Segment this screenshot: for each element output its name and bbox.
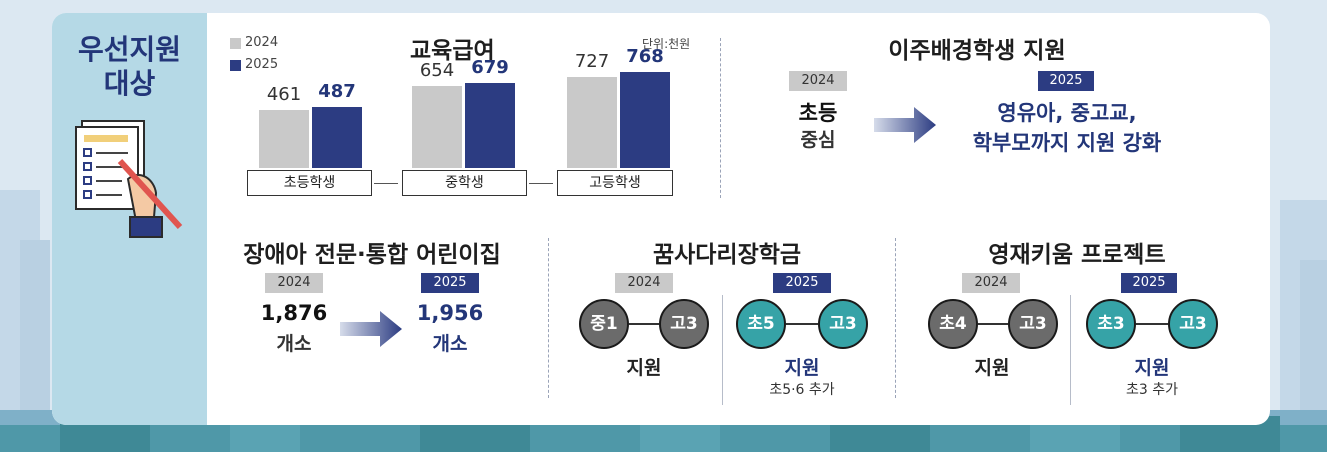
category-high: 고등학생 <box>557 170 673 196</box>
gifted-2025-from: 초3 <box>1086 299 1136 349</box>
dream-2025-note: 초5·6 추가 <box>769 382 835 398</box>
daycare-unit-2025: 개소 <box>432 333 468 355</box>
gifted-tag-2024: 2024 <box>962 273 1020 293</box>
panel-title-line2: 대상 <box>103 67 156 100</box>
legend-2025-label: 2025 <box>245 57 279 72</box>
dream-scholarship-title: 꿈사다리장학금 <box>652 242 802 268</box>
dream-2024-to: 고3 <box>659 299 709 349</box>
category-connector <box>374 183 398 184</box>
legend-2024-label: 2024 <box>245 35 279 50</box>
daycare-tag-2024: 2024 <box>265 273 323 293</box>
bar-high-2025 <box>620 72 670 168</box>
bar-elementary-2025 <box>312 107 362 168</box>
migrant-2024-line2: 중심 <box>800 129 836 151</box>
gifted-tag-2025: 2025 <box>1121 273 1177 293</box>
info-card: 우선지원 대상 2024 2025 <box>52 13 1270 425</box>
legend-2025-swatch <box>230 60 241 71</box>
year-divider <box>722 295 723 405</box>
year-divider <box>1070 295 1071 405</box>
daycare-count-2024: 1,876 <box>260 301 328 325</box>
gifted-2025-support: 지원 <box>1134 357 1170 379</box>
bar-label-high-2025: 768 <box>626 46 664 67</box>
panel-title: 우선지원 대상 <box>52 33 207 101</box>
bar-label-middle-2024: 654 <box>419 60 455 82</box>
gifted-2025-note: 초3 추가 <box>1126 382 1178 398</box>
daycare-title: 장애아 전문·통합 어린이집 <box>243 242 501 268</box>
migrant-2025-line2: 학부모까지 지원 강화 <box>972 131 1162 155</box>
dream-2025-from: 초5 <box>736 299 786 349</box>
migrant-2025-line1: 영유아, 중고교, <box>997 101 1137 125</box>
dream-2025-support: 지원 <box>784 357 820 379</box>
daycare-tag-2025: 2025 <box>421 273 479 293</box>
range-connector <box>1136 323 1168 325</box>
gifted-project-title: 영재키움 프로젝트 <box>988 242 1166 268</box>
unit-label: 단위:천원 <box>642 37 691 51</box>
panel-title-line1: 우선지원 <box>77 33 182 66</box>
bar-elementary-2024 <box>259 110 309 168</box>
range-connector <box>629 323 659 325</box>
gifted-2025-to: 고3 <box>1168 299 1218 349</box>
gifted-2024-support: 지원 <box>974 357 1010 379</box>
education-benefit-title: 교육급여 <box>410 38 495 64</box>
daycare-count-2025: 1,956 <box>416 301 484 325</box>
bar-label-elementary-2025: 487 <box>318 81 356 103</box>
dream-2024-support: 지원 <box>626 357 662 379</box>
bar-label-middle-2025: 679 <box>471 57 509 79</box>
dream-tag-2025: 2025 <box>773 273 831 293</box>
bar-high-2024 <box>567 77 617 168</box>
range-connector <box>978 323 1008 325</box>
dream-2025-to: 고3 <box>818 299 868 349</box>
category-middle: 중학생 <box>402 170 527 196</box>
section-divider <box>895 238 896 398</box>
arrow-right-icon <box>340 311 402 347</box>
arrow-right-icon <box>874 107 936 143</box>
dream-2024-from: 중1 <box>579 299 629 349</box>
checklist-pencil-icon <box>75 120 183 238</box>
section-divider <box>720 38 721 198</box>
dream-tag-2024: 2024 <box>615 273 673 293</box>
category-elementary: 초등학생 <box>247 170 372 196</box>
migrant-2024-line1: 초등 <box>798 101 838 125</box>
section-divider <box>548 238 549 398</box>
range-connector <box>786 323 818 325</box>
migrant-support-title: 이주배경학생 지원 <box>888 38 1066 64</box>
category-connector <box>529 183 553 184</box>
gifted-2024-from: 초4 <box>928 299 978 349</box>
bar-middle-2025 <box>465 83 515 168</box>
legend-2024-swatch <box>230 38 241 49</box>
gifted-2024-to: 고3 <box>1008 299 1058 349</box>
bar-label-elementary-2024: 461 <box>266 84 302 106</box>
daycare-unit-2024: 개소 <box>276 333 312 355</box>
left-panel: 우선지원 대상 <box>52 13 207 425</box>
bar-label-high-2024: 727 <box>574 51 610 73</box>
education-benefit-chart: 461 487 654 679 727 768 <box>247 43 687 168</box>
migrant-tag-2025: 2025 <box>1038 71 1094 91</box>
bar-middle-2024 <box>412 86 462 168</box>
migrant-tag-2024: 2024 <box>789 71 847 91</box>
